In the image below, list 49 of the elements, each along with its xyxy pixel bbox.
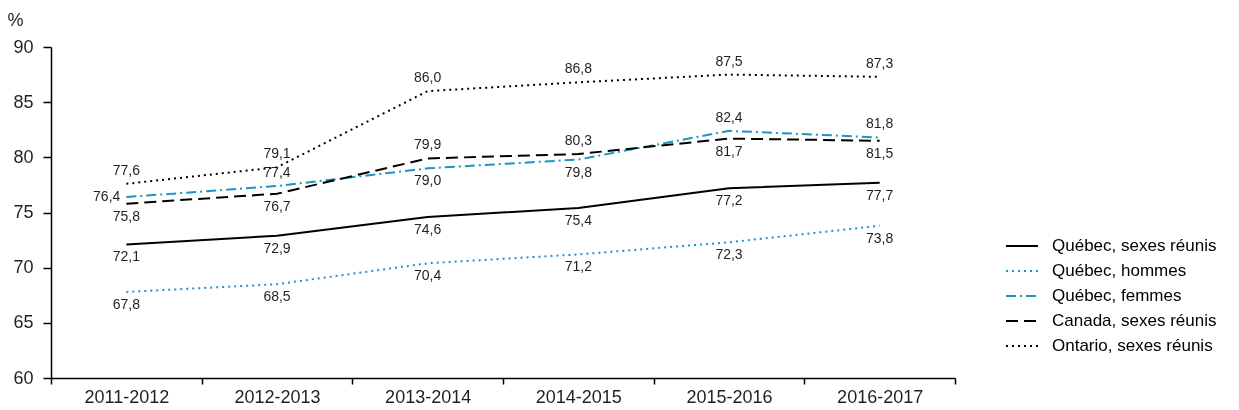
data-label: 75,8 [112,207,141,224]
legend-label: Canada, sexes réunis [1052,311,1217,330]
data-label: 77,2 [715,192,743,209]
y-tick-label: 65 [13,312,34,333]
data-label: 81,5 [866,144,894,161]
x-tick-label: 2016-2017 [837,386,924,407]
data-label: 80,3 [564,132,593,149]
y-tick-label: 85 [13,91,34,112]
y-axis-title: % [7,9,24,30]
data-label: 86,8 [564,60,593,77]
legend-label: Ontario, sexes réunis [1052,336,1213,355]
x-tick-label: 2013-2014 [385,386,472,407]
x-tick-label: 2015-2016 [686,386,773,407]
data-label: 71,2 [564,258,593,275]
y-tick-label: 60 [13,367,34,388]
data-label: 76,7 [263,197,291,214]
legend-label: Québec, sexes réunis [1052,236,1217,255]
data-label: 79,0 [414,172,442,189]
data-label: 79,8 [564,163,593,180]
data-label: 77,7 [866,186,894,203]
x-tick-label: 2011-2012 [84,386,170,407]
data-label: 77,4 [263,164,291,181]
data-label: 77,6 [112,161,141,178]
x-tick-label: 2012-2013 [234,386,321,407]
y-tick-label: 80 [13,146,34,167]
legend-label: Québec, hommes [1052,261,1187,280]
legend-label: Québec, femmes [1052,286,1182,305]
y-tick-label: 90 [13,36,34,57]
data-label: 79,9 [414,136,442,153]
data-label: 74,6 [414,220,442,237]
data-label: 72,1 [112,248,141,265]
data-label: 72,9 [263,239,291,256]
data-label: 75,4 [564,212,593,229]
y-tick-label: 75 [13,202,34,222]
data-label: 76,4 [93,188,121,205]
data-label: 73,8 [866,229,894,246]
data-label: 72,3 [715,246,743,263]
data-label: 70,4 [414,267,442,284]
data-label: 86,0 [414,69,442,86]
data-label: 67,8 [112,295,141,312]
data-label: 68,5 [263,288,291,305]
x-tick-label: 2014-2015 [535,386,622,407]
data-label: 79,1 [263,145,291,162]
data-label: 82,4 [715,108,743,125]
data-label: 81,8 [866,115,894,132]
data-label: 81,7 [715,142,743,159]
data-label: 87,5 [715,52,743,69]
data-label: 87,3 [866,54,894,71]
y-tick-label: 70 [13,257,34,278]
